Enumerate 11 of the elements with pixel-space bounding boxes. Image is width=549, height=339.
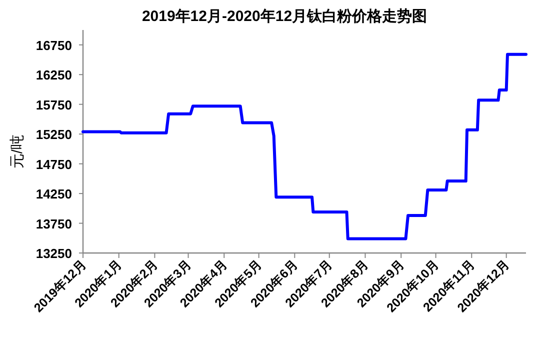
y-axis-title: 元/吨 [9, 134, 26, 169]
y-tick-label: 14750 [36, 156, 72, 172]
line-series [82, 52, 528, 240]
y-tick-label: 15250 [36, 127, 72, 142]
y-tick-label: 13750 [36, 216, 72, 232]
y-tick-label: 15750 [36, 97, 72, 112]
y-tick-label: 13250 [36, 246, 72, 261]
y-tick-label: 14250 [36, 186, 72, 202]
y-tick-label: 16750 [36, 38, 72, 53]
y-tick-label: 16250 [36, 68, 72, 83]
chart-title: 2019年12月-2020年12月钛白粉价格走势图 [142, 8, 428, 25]
